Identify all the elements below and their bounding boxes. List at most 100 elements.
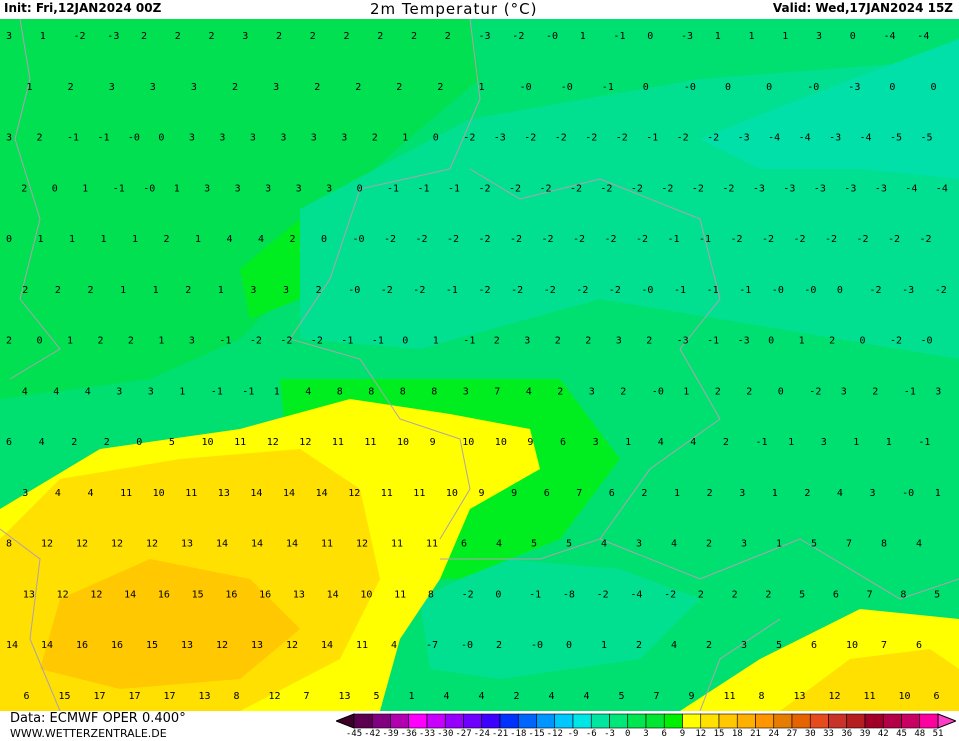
temperature-value: 6 [6, 437, 12, 448]
temperature-value: -3 [829, 133, 841, 144]
temperature-value: 4 [658, 437, 664, 448]
legend-label: -30 [437, 729, 454, 739]
temperature-value: -2 [250, 336, 262, 347]
temperature-value: -1 [219, 336, 231, 347]
temperature-value: 2 [314, 82, 320, 93]
temperature-value: -2 [597, 590, 609, 601]
temperature-value: 10 [202, 437, 214, 448]
temperature-value: -1 [418, 183, 430, 194]
temperature-value: -4 [905, 183, 917, 194]
temperature-value: 14 [316, 488, 328, 499]
legend-label: 18 [731, 729, 743, 739]
temperature-value: 2 [55, 285, 61, 296]
temperature-value: 8 [900, 590, 906, 601]
legend-swatch [390, 713, 410, 729]
temperature-value: 2 [445, 31, 451, 42]
legend-label: -15 [528, 729, 545, 739]
color-legend [336, 713, 956, 729]
temperature-value: -2 [677, 133, 689, 144]
legend-over-arrow [937, 713, 956, 729]
legend-label: -27 [455, 729, 472, 739]
temperature-value: -0 [128, 133, 140, 144]
temperature-value: -2 [585, 133, 597, 144]
legend-label: -3 [604, 729, 615, 739]
temperature-value: 7 [867, 590, 873, 601]
legend-swatch [919, 713, 939, 729]
temperature-value: -1 [756, 437, 768, 448]
temperature-value: 2 [396, 82, 402, 93]
data-source: Data: ECMWF OPER 0.400° [10, 711, 186, 726]
temperature-value: -0 [143, 183, 155, 194]
temperature-value: 7 [881, 640, 887, 651]
temperature-value: 3 [341, 133, 347, 144]
temperature-value: -0 [772, 285, 784, 296]
temperature-value: -1 [387, 183, 399, 194]
temperature-value: 2 [232, 82, 238, 93]
temperature-value: 4 [391, 640, 397, 651]
temperature-value: -2 [280, 336, 292, 347]
temperature-value: -2 [479, 285, 491, 296]
temperature-value: 16 [158, 590, 170, 601]
temperature-value: 1 [433, 336, 439, 347]
legend-swatch [353, 713, 373, 729]
temperature-value: -0 [921, 336, 933, 347]
temperature-value: -0 [804, 285, 816, 296]
temperature-value: 2 [732, 590, 738, 601]
temperature-value: -3 [107, 31, 119, 42]
temperature-value: 3 [741, 539, 747, 550]
temperature-value: 1 [153, 285, 159, 296]
temperature-value: -2 [664, 590, 676, 601]
legend-label: 48 [914, 729, 926, 739]
temperature-value: 8 [337, 386, 343, 397]
legend-label: 6 [661, 729, 667, 739]
temperature-value: -2 [636, 234, 648, 245]
footer: Data: ECMWF OPER 0.400° WWW.WETTERZENTRA… [0, 711, 959, 741]
temperature-value: 0 [850, 31, 856, 42]
temperature-value: -2 [616, 133, 628, 144]
temperature-value: 1 [274, 386, 280, 397]
temperature-value: 6 [833, 590, 839, 601]
temperature-value: -4 [860, 133, 872, 144]
temperature-value: 3 [636, 539, 642, 550]
temperature-value: -3 [783, 183, 795, 194]
temperature-value: 0 [889, 82, 895, 93]
temperature-value: 14 [216, 539, 228, 550]
temperature-value: 15 [192, 590, 204, 601]
temperature-value: 2 [585, 336, 591, 347]
band-15-18 [40, 559, 300, 689]
legend-label: 3 [643, 729, 649, 739]
temperature-value: 6 [560, 437, 566, 448]
temperature-value: 11 [391, 539, 403, 550]
temperature-value: -0 [520, 82, 532, 93]
legend-swatch [408, 713, 428, 729]
temperature-value: 2 [104, 437, 110, 448]
temperature-value: 2 [557, 386, 563, 397]
temperature-value: 17 [94, 691, 106, 702]
temperature-value: 0 [321, 234, 327, 245]
temperature-value: 13 [794, 691, 806, 702]
temperature-value: -1 [739, 285, 751, 296]
temperature-value: -7 [426, 640, 438, 651]
temperature-value: -0 [546, 31, 558, 42]
legend-label: -9 [567, 729, 579, 739]
temperature-value: 2 [21, 183, 27, 194]
legend-swatch [700, 713, 720, 729]
temperature-value: -2 [542, 234, 554, 245]
legend-swatch [590, 713, 610, 729]
temperature-value: 2 [765, 590, 771, 601]
temperature-value: 3 [235, 183, 241, 194]
temperature-value: 15 [59, 691, 71, 702]
temperature-value: 14 [41, 640, 53, 651]
temperature-value: -1 [448, 183, 460, 194]
temperature-value: 6 [916, 640, 922, 651]
temperature-value: 3 [816, 31, 822, 42]
temperature-value: 3 [280, 133, 286, 144]
legend-swatch [627, 713, 647, 729]
temperature-map: 3 1 -2 -3 2 2 2 3 2 2 2 2 2 2 -3 -2 -0 1 -1 0 -3 1 1 1 3 0 -4 -41 2 3… [0, 19, 959, 711]
temperature-value: 1 [683, 386, 689, 397]
legend-label: 12 [695, 729, 707, 739]
temperature-value: -1 [211, 386, 223, 397]
temperature-value: 4 [496, 539, 502, 550]
legend-swatch [463, 713, 483, 729]
temperature-value: 2 [372, 133, 378, 144]
